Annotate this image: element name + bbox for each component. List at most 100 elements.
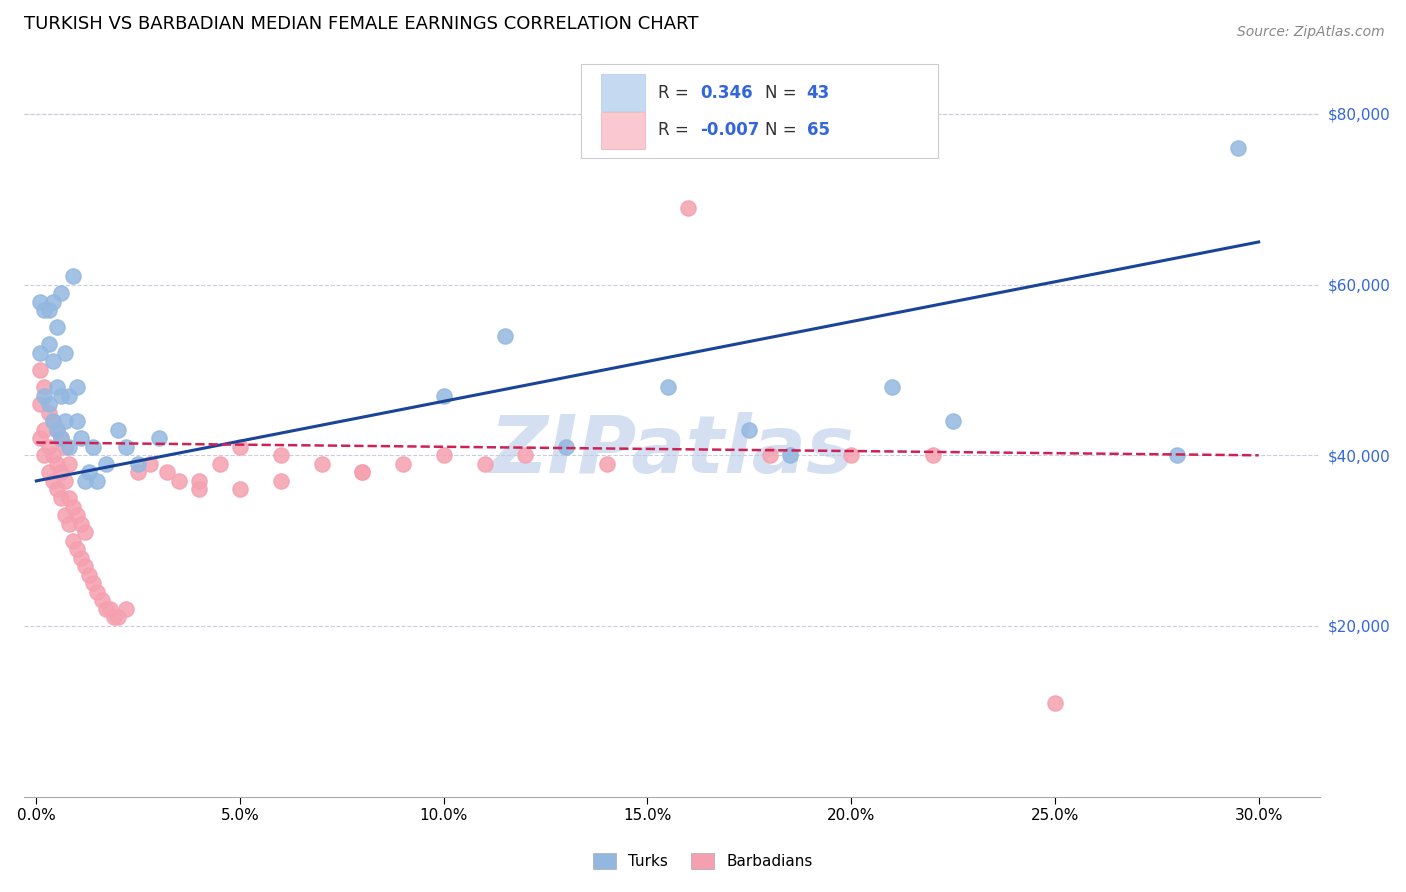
Point <box>38 466 60 480</box>
Point <box>82 576 104 591</box>
Point <box>34 380 56 394</box>
Point <box>188 474 211 488</box>
Point <box>94 457 117 471</box>
Point <box>38 440 60 454</box>
Point <box>188 483 211 497</box>
Point <box>58 491 80 505</box>
Point <box>30 294 52 309</box>
Text: 43: 43 <box>807 84 830 102</box>
Point <box>678 201 700 215</box>
Point <box>115 440 138 454</box>
Point <box>53 346 76 360</box>
Point <box>921 448 943 462</box>
Point <box>34 423 56 437</box>
Text: 65: 65 <box>807 121 830 139</box>
Point <box>433 388 456 402</box>
FancyBboxPatch shape <box>600 74 645 111</box>
Point <box>53 508 76 522</box>
Point <box>30 431 52 445</box>
Text: N =: N = <box>765 84 801 102</box>
Point <box>66 380 89 394</box>
Point <box>38 406 60 420</box>
Point <box>58 516 80 531</box>
Point <box>229 440 252 454</box>
Point <box>75 559 97 574</box>
Point <box>98 602 121 616</box>
Point <box>45 423 67 437</box>
Point <box>49 431 72 445</box>
Point <box>433 448 456 462</box>
Point <box>58 388 80 402</box>
Point <box>75 525 97 540</box>
Text: R =: R = <box>658 84 693 102</box>
Text: Source: ZipAtlas.com: Source: ZipAtlas.com <box>1237 25 1385 39</box>
Point <box>30 363 52 377</box>
Point <box>148 431 170 445</box>
Point <box>79 567 101 582</box>
Point <box>115 602 138 616</box>
Point <box>70 550 93 565</box>
Point <box>107 610 129 624</box>
Text: R =: R = <box>658 121 693 139</box>
Point <box>49 286 72 301</box>
Point <box>38 397 60 411</box>
Text: -0.007: -0.007 <box>700 121 759 139</box>
Point <box>62 500 84 514</box>
Point <box>41 474 63 488</box>
Point <box>34 388 56 402</box>
Point <box>494 328 516 343</box>
Point <box>41 448 63 462</box>
Legend: Turks, Barbadians: Turks, Barbadians <box>588 847 818 875</box>
Point <box>86 585 108 599</box>
Point <box>58 440 80 454</box>
Point <box>555 440 578 454</box>
Point <box>62 269 84 284</box>
Point <box>352 466 374 480</box>
Point <box>270 448 292 462</box>
Point <box>127 457 149 471</box>
Point <box>127 466 149 480</box>
Point <box>1166 448 1188 462</box>
FancyBboxPatch shape <box>581 64 938 158</box>
Point <box>30 346 52 360</box>
Point <box>758 448 780 462</box>
Point <box>596 457 619 471</box>
Point <box>880 380 903 394</box>
Point <box>38 337 60 351</box>
Point <box>45 483 67 497</box>
Point <box>1227 141 1250 155</box>
Point <box>49 491 72 505</box>
Point <box>779 448 801 462</box>
Point <box>82 440 104 454</box>
Point <box>66 414 89 428</box>
Point <box>62 533 84 548</box>
Point <box>103 610 125 624</box>
Point <box>474 457 496 471</box>
Point <box>270 474 292 488</box>
Point <box>70 431 93 445</box>
Point <box>942 414 965 428</box>
Point <box>53 440 76 454</box>
Point <box>38 303 60 318</box>
Point <box>156 466 179 480</box>
Point <box>41 414 63 428</box>
Point <box>41 294 63 309</box>
Text: N =: N = <box>765 121 801 139</box>
Point <box>41 414 63 428</box>
Point <box>30 397 52 411</box>
Point <box>58 457 80 471</box>
Point <box>70 516 93 531</box>
Point <box>34 448 56 462</box>
Point <box>49 431 72 445</box>
Point <box>392 457 415 471</box>
Point <box>66 508 89 522</box>
Point <box>229 483 252 497</box>
Point <box>839 448 862 462</box>
Point <box>53 414 76 428</box>
Text: ZIPatlas: ZIPatlas <box>489 412 855 491</box>
Point <box>1043 696 1066 710</box>
Point <box>45 380 67 394</box>
Point <box>86 474 108 488</box>
Point <box>49 466 72 480</box>
Point <box>49 388 72 402</box>
